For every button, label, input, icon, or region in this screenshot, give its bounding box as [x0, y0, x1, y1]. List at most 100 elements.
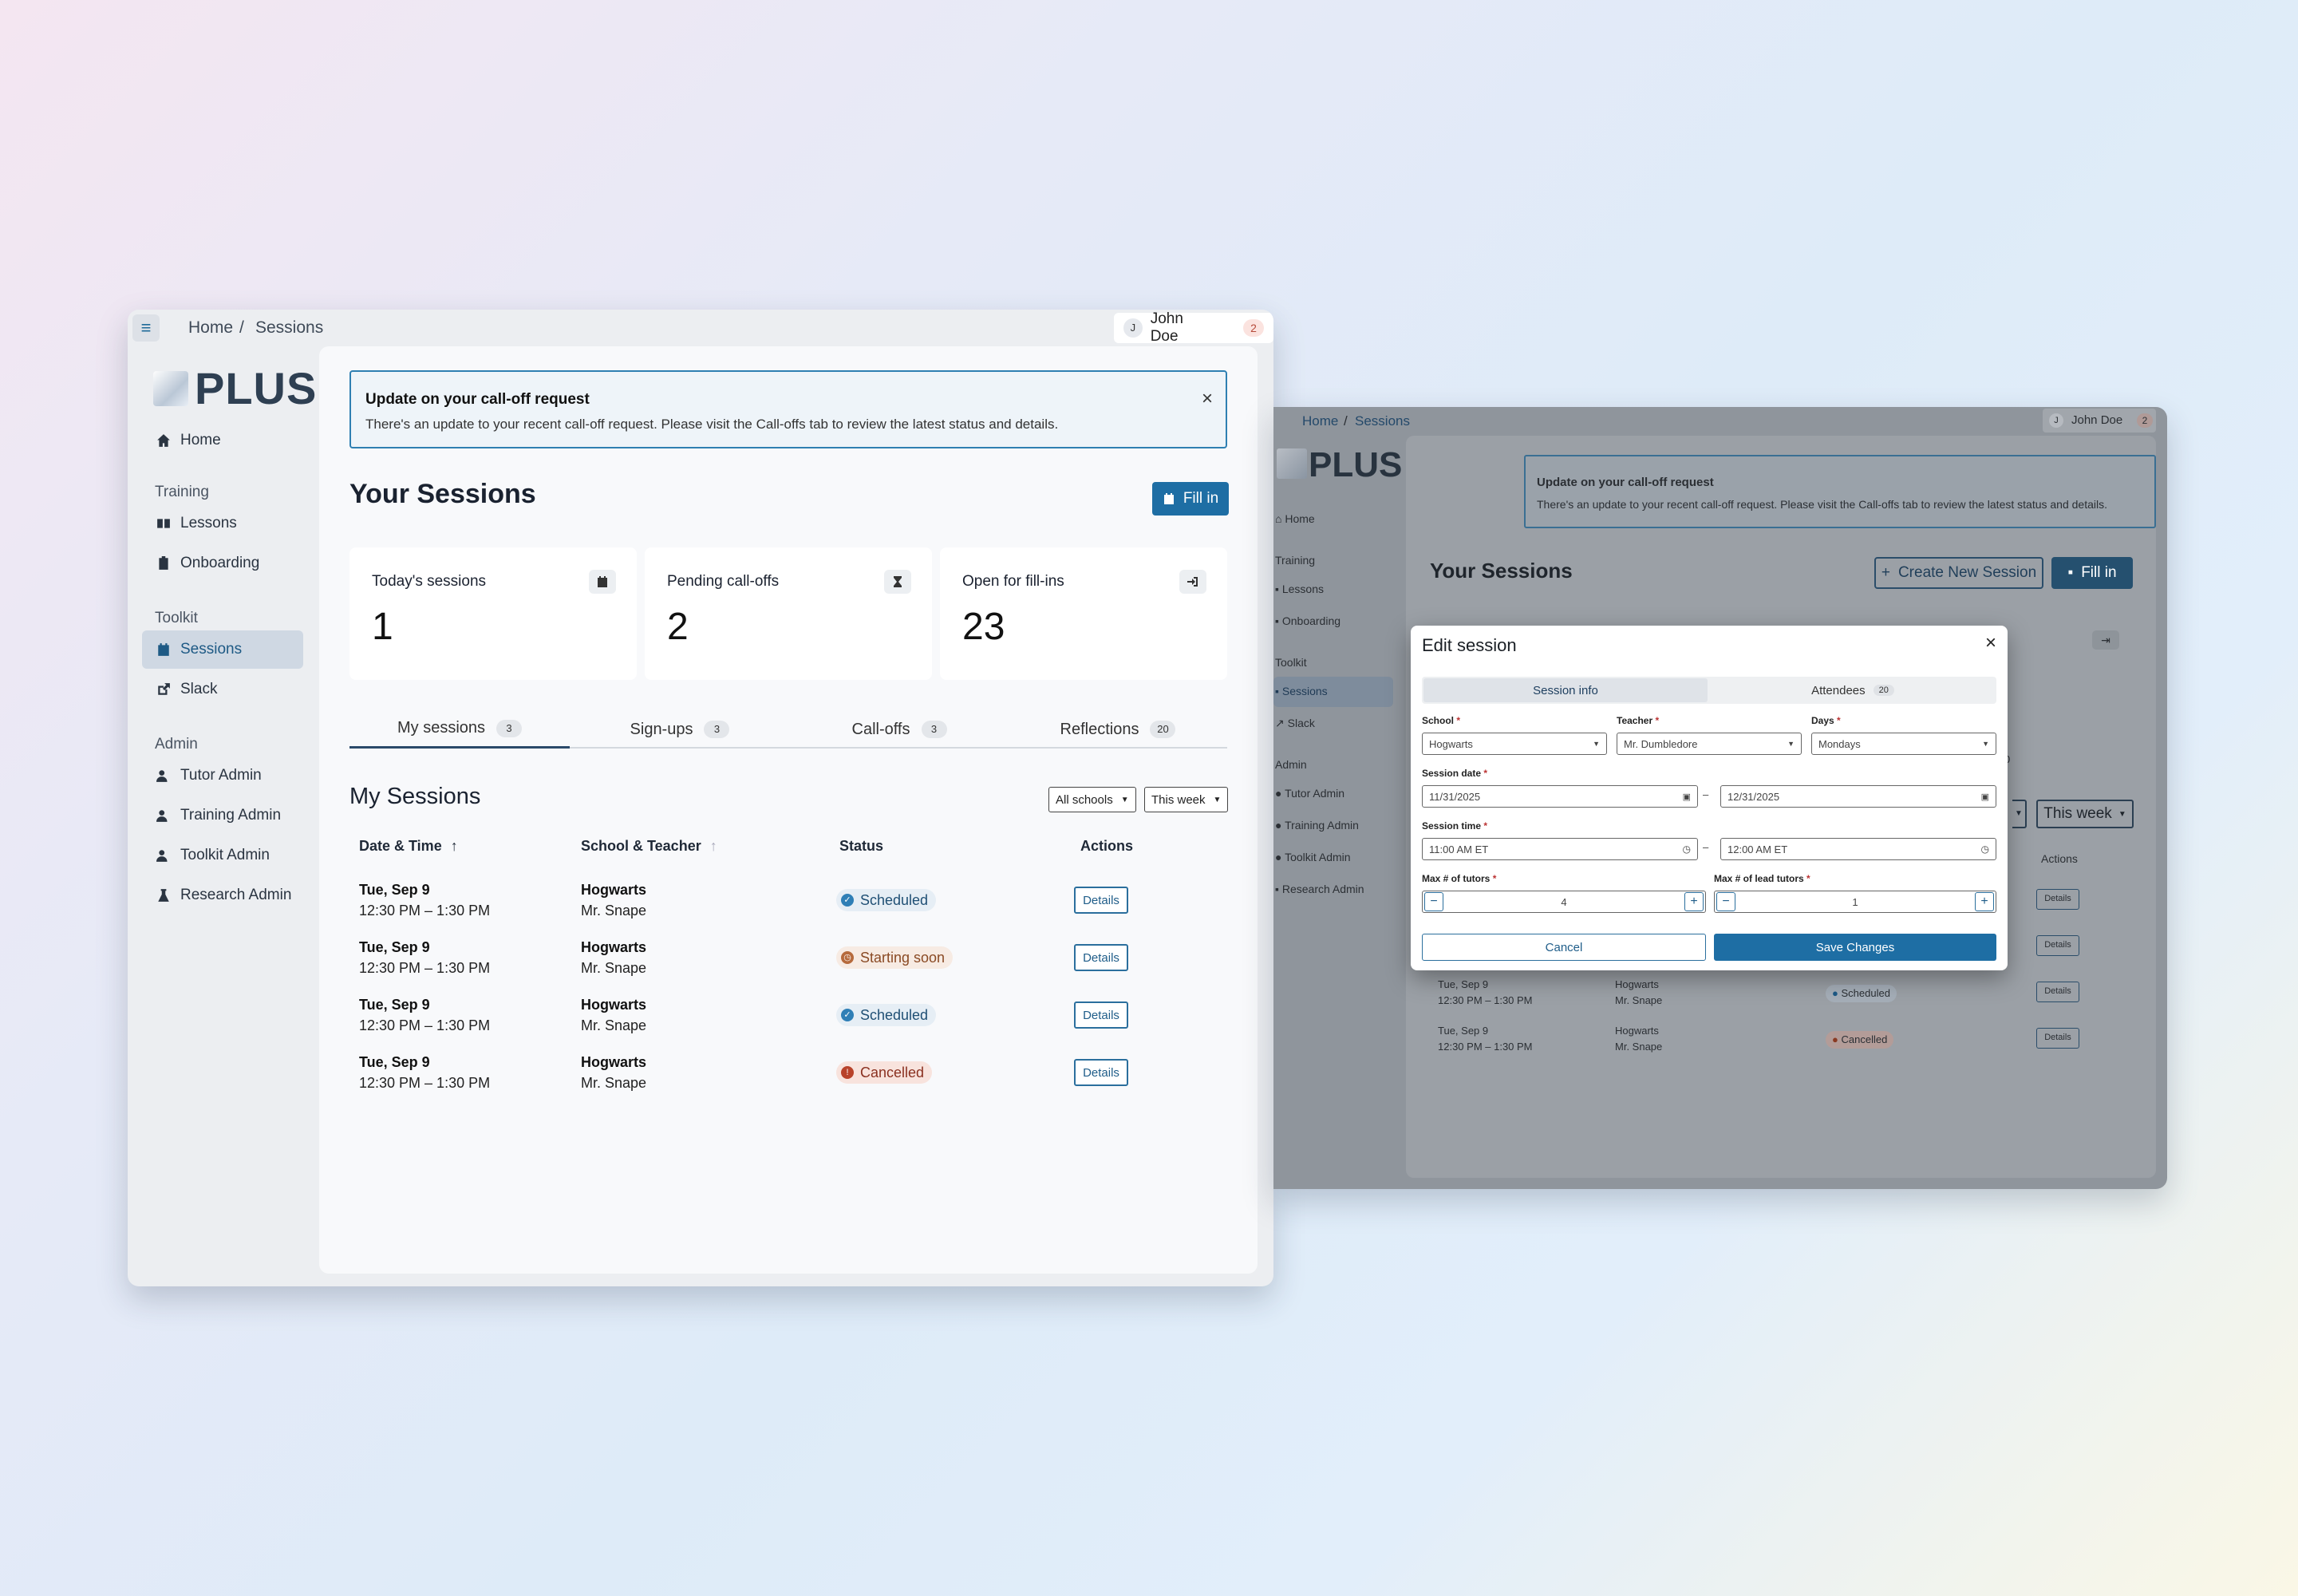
cancel-button[interactable]: Cancel [1422, 934, 1706, 961]
details-button[interactable]: Details [2036, 1028, 2079, 1049]
breadcrumb-home[interactable]: Home [188, 318, 234, 337]
school-filter-dropdown[interactable]: All schools ▼ [1048, 787, 1136, 812]
tab-count-badge: 20 [1873, 685, 1894, 696]
increment-button[interactable]: + [1684, 892, 1704, 911]
fill-in-button[interactable]: Fill in [1152, 482, 1229, 516]
sidebar-item-lessons[interactable]: Lessons [142, 504, 303, 543]
clock-icon[interactable]: ◷ [1980, 843, 1989, 855]
create-new-session-button[interactable]: + Create New Session [1874, 557, 2043, 589]
sidebar-item-training-admin[interactable]: ● Training Admin [1275, 819, 1359, 832]
stat-card-todays-sessions: Today's sessions 1 [349, 547, 637, 680]
session-end-time-input[interactable]: 12:00 AM ET ◷ [1720, 838, 1996, 860]
label-text: School [1422, 715, 1455, 726]
sidebar-item-training-admin[interactable]: Training Admin [142, 796, 303, 835]
sidebar-item-sessions[interactable]: Sessions [142, 630, 303, 669]
tab-call-offs[interactable]: Call-offs 3 [790, 710, 1009, 749]
tab-my-sessions[interactable]: My sessions 3 [349, 710, 570, 749]
notification-badge[interactable]: 2 [1243, 319, 1264, 337]
teacher: Mr. Snape [1615, 994, 1663, 1006]
details-button[interactable]: Details [2036, 982, 2079, 1002]
details-button[interactable]: Details [2036, 935, 2079, 956]
user-gear-icon [156, 770, 168, 782]
details-button[interactable]: Details [1074, 887, 1128, 914]
sidebar-item-onboarding[interactable]: ▪ Onboarding [1275, 614, 1341, 627]
hamburger-menu-button[interactable]: ≡ [132, 314, 160, 342]
max-tutors-stepper[interactable]: − 4 + [1422, 891, 1706, 913]
school-cell: Hogwarts Mr. Snape [1615, 1023, 1662, 1055]
sidebar-item-label: Research Admin [1281, 883, 1364, 895]
required-mark: * [1483, 768, 1488, 779]
sidebar-item-slack[interactable]: ↗ Slack [1275, 717, 1315, 729]
sidebar-item-lessons[interactable]: ▪ Lessons [1275, 583, 1325, 595]
decrement-button[interactable]: − [1424, 892, 1443, 911]
decrement-button[interactable]: − [1716, 892, 1735, 911]
teacher: Mr. Snape [581, 1017, 647, 1033]
session-start-time-input[interactable]: 11:00 AM ET ◷ [1422, 838, 1698, 860]
edit-session-window: Home / Sessions J John Doe 2 PLUS ⌂ Home… [1273, 407, 2167, 1189]
sidebar-item-tutor-admin[interactable]: Tutor Admin [142, 757, 303, 795]
tab-session-info[interactable]: Session info [1423, 678, 1708, 702]
time: 12:30 PM – 1:30 PM [359, 960, 491, 976]
column-header-school[interactable]: School & Teacher ↑ [581, 838, 717, 855]
clock-icon[interactable]: ◷ [1682, 843, 1691, 855]
user-menu[interactable]: J John Doe 2 [2043, 409, 2156, 433]
column-header-date[interactable]: Date & Time ↑ [359, 838, 458, 855]
book-icon [157, 519, 170, 528]
max-lead-tutors-stepper[interactable]: − 1 + [1714, 891, 1996, 913]
date: Tue, Sep 9 [359, 882, 430, 898]
details-button[interactable]: Details [1074, 944, 1128, 971]
flask-icon [158, 889, 169, 902]
days-select[interactable]: Mondays ▼ [1811, 733, 1996, 755]
tab-attendees[interactable]: Attendees 20 [1711, 678, 1995, 702]
tab-reflections[interactable]: Reflections 20 [1009, 710, 1227, 749]
breadcrumb-home[interactable]: Home [1302, 413, 1339, 429]
increment-button[interactable]: + [1974, 892, 1994, 911]
logo-text: PLUS [1309, 445, 1403, 484]
status-label: Scheduled [860, 891, 929, 908]
select-value: Mondays [1818, 737, 1861, 750]
alert-title: Update on your call-off request [365, 391, 590, 408]
close-icon[interactable]: × [1201, 388, 1213, 409]
calendar-icon[interactable]: ▣ [1682, 792, 1691, 802]
sidebar-item-toolkit-admin[interactable]: ● Toolkit Admin [1275, 851, 1351, 863]
save-changes-button[interactable]: Save Changes [1714, 934, 1996, 961]
school: Hogwarts [581, 1054, 647, 1070]
period-filter-dropdown[interactable]: This week ▼ [2036, 800, 2134, 828]
school-cell: Hogwarts Mr. Snape [581, 937, 646, 978]
sidebar-item-onboarding[interactable]: Onboarding [142, 544, 303, 583]
fill-in-button[interactable]: ▪ Fill in [2051, 557, 2133, 589]
period-filter-dropdown[interactable]: This week ▼ [1144, 787, 1229, 812]
sidebar-item-home[interactable]: ⌂ Home [1275, 512, 1315, 525]
sidebar-item-research-admin[interactable]: Research Admin [142, 876, 303, 915]
hourglass-icon [884, 570, 911, 594]
sidebar-section-toolkit: Toolkit [1275, 656, 1307, 669]
sidebar-item-sessions[interactable]: ▪ Sessions [1273, 677, 1393, 707]
sidebar-item-research-admin[interactable]: ▪ Research Admin [1275, 883, 1364, 895]
sidebar-item-home[interactable]: Home [142, 421, 303, 460]
date-cell: Tue, Sep 9 12:30 PM – 1:30 PM [1438, 977, 1533, 1009]
sidebar-item-label: Lessons [1281, 583, 1325, 595]
details-button[interactable]: Details [1074, 1001, 1128, 1029]
user-menu[interactable]: J John Doe 2 [1114, 310, 1273, 345]
call-off-alert: Update on your call-off request There's … [349, 370, 1227, 448]
notification-badge[interactable]: 2 [2137, 413, 2153, 428]
sidebar-item-slack[interactable]: Slack [142, 670, 303, 709]
calendar-icon[interactable]: ▣ [1980, 792, 1989, 802]
sidebar-item-toolkit-admin[interactable]: Toolkit Admin [142, 836, 303, 875]
tab-sign-ups[interactable]: Sign-ups 3 [570, 710, 790, 749]
school-filter-dropdown[interactable]: ▼ [2012, 800, 2027, 828]
session-start-date-input[interactable]: 11/31/2025 ▣ [1422, 785, 1698, 808]
close-icon[interactable]: × [1984, 632, 1996, 654]
clock-icon: ◷ [841, 951, 854, 964]
teacher-select[interactable]: Mr. Dumbledore ▼ [1617, 733, 1802, 755]
range-separator: – [1703, 788, 1709, 800]
details-button[interactable]: Details [1074, 1059, 1128, 1086]
school-select[interactable]: Hogwarts ▼ [1422, 733, 1607, 755]
stat-value: 23 [962, 606, 1005, 648]
details-button[interactable]: Details [2036, 889, 2079, 910]
user-check-icon [156, 810, 168, 822]
sidebar-item-tutor-admin[interactable]: ● Tutor Admin [1275, 787, 1345, 800]
session-tabs: My sessions 3 Sign-ups 3 Call-offs 3 Ref… [349, 710, 1227, 749]
label-text: Max # of tutors [1422, 873, 1491, 884]
session-end-date-input[interactable]: 12/31/2025 ▣ [1720, 785, 1996, 808]
